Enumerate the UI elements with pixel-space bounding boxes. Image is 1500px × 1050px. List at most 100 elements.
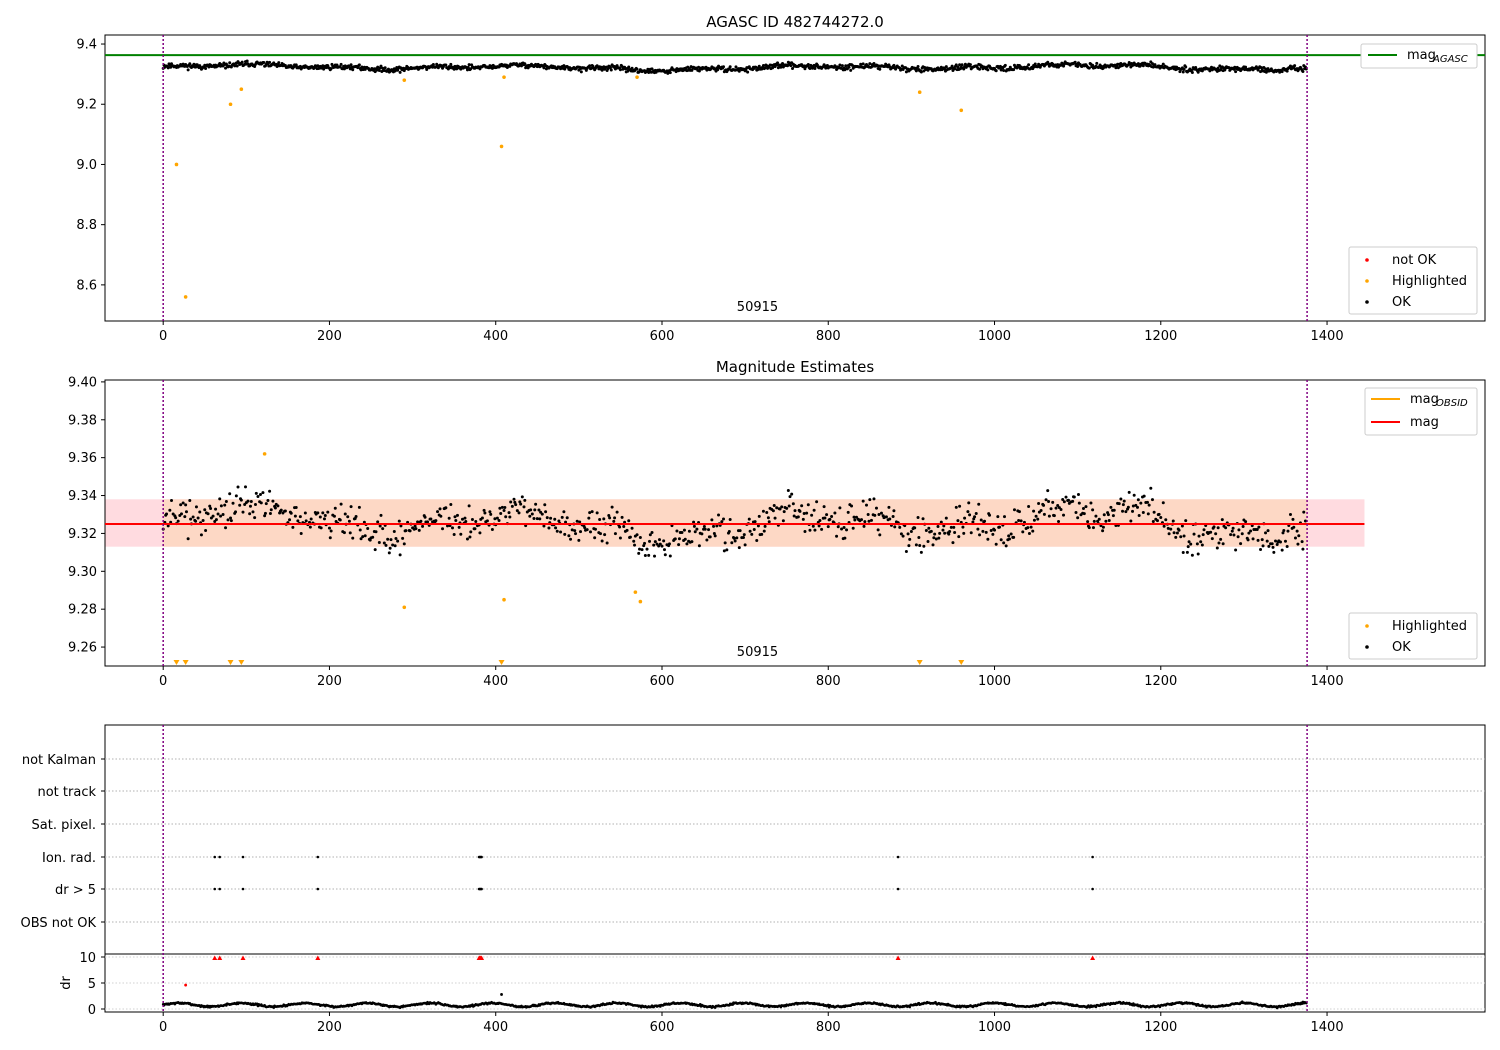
ok-point (781, 61, 785, 65)
ok-point (712, 532, 716, 536)
ok-point (1012, 508, 1016, 512)
ok-point (219, 514, 223, 518)
ok-point (1074, 510, 1078, 514)
ok-point (351, 536, 355, 540)
legend-ok-marker (1365, 300, 1369, 304)
ok-point (191, 515, 195, 519)
ok-point (666, 71, 670, 75)
ok-point (1285, 545, 1289, 549)
ok-point (785, 506, 789, 510)
ok-point (867, 519, 871, 523)
ok-point (585, 528, 589, 532)
ok-point (986, 68, 990, 72)
ok-point (1297, 534, 1301, 538)
ok-point (953, 67, 957, 71)
ok-point (742, 533, 746, 537)
ok-point (680, 531, 684, 535)
ok-point (1264, 531, 1268, 535)
ok-point (914, 543, 918, 547)
panel-1-ytick-label-3: 9.2 (76, 98, 97, 113)
ok-point (253, 516, 257, 520)
ok-point (845, 528, 849, 532)
ok-point (1196, 70, 1200, 74)
ok-point (727, 530, 731, 534)
ok-point (439, 514, 443, 518)
ok-point (1182, 534, 1186, 538)
ok-point (189, 517, 193, 521)
ok-point (667, 542, 671, 546)
ok-point (497, 518, 501, 522)
ok-point (956, 519, 960, 523)
panel-2-xtick-label-2: 400 (483, 674, 508, 689)
ok-point (253, 502, 257, 506)
ok-point (828, 517, 832, 521)
ok-point (326, 510, 330, 514)
ok-point (264, 502, 268, 506)
ok-point (398, 553, 402, 557)
ok-point (643, 541, 647, 545)
ok-point (984, 530, 988, 534)
ok-point (453, 515, 457, 519)
ok-point (658, 542, 662, 546)
ok-point (643, 554, 647, 558)
ok-point (254, 491, 258, 495)
ok-point (530, 512, 534, 516)
ok-point (373, 548, 377, 552)
highlighted-point-9 (959, 108, 964, 113)
ok-point (1190, 70, 1194, 74)
ok-point (480, 516, 484, 520)
ok-point (316, 64, 320, 68)
ok-point (712, 524, 716, 528)
ok-point (192, 62, 196, 66)
ok-point (603, 533, 607, 537)
legend-mag-agasc-subscript: AGASC (1432, 54, 1468, 65)
ok-point (602, 517, 606, 521)
ok-point (645, 547, 649, 551)
clipped-highlighted-marker-5 (916, 660, 923, 665)
panel-2-legend-status: Highlighted OK (1348, 612, 1478, 660)
ok-point (170, 498, 174, 502)
ok-point (256, 494, 260, 498)
ok-point (909, 529, 913, 533)
ok-point (994, 542, 998, 546)
ok-point (1072, 495, 1076, 499)
ok-point (760, 532, 764, 536)
ok-point (861, 62, 865, 66)
ok-point (625, 528, 629, 532)
ok-point (268, 511, 272, 515)
ok-point (929, 529, 933, 533)
ok-point (919, 70, 923, 74)
ok-point (936, 525, 940, 529)
ok-point (687, 529, 691, 533)
ok-point (431, 63, 435, 67)
ok-point (600, 539, 604, 543)
flag-point (213, 887, 217, 891)
panel-1-ytick-label-0: 8.6 (76, 278, 97, 293)
ok-point (1237, 528, 1241, 532)
ok-point (1121, 509, 1125, 513)
ok-point (478, 531, 482, 535)
ok-point (474, 519, 478, 523)
ok-point (360, 65, 364, 69)
flag-point (1091, 887, 1094, 891)
ok-point (674, 70, 678, 74)
ok-point (248, 512, 252, 516)
clipped-highlighted-marker-6 (958, 660, 965, 665)
ok-point (1062, 513, 1066, 517)
ok-point (757, 514, 761, 518)
ok-point (1247, 531, 1251, 535)
panel-3-xtick-label-1: 200 (317, 1020, 342, 1035)
ok-point (377, 68, 381, 72)
ok-point (1167, 532, 1171, 536)
ok-point (836, 525, 840, 529)
panel-2-ok-points (161, 485, 1307, 558)
ok-point (166, 524, 170, 528)
ok-point (741, 535, 745, 539)
ok-point (613, 516, 617, 520)
ok-point (932, 536, 936, 540)
flag-row-label-1: not track (37, 785, 96, 800)
ok-point (1171, 519, 1175, 523)
ok-point (789, 64, 793, 68)
ok-point (542, 66, 546, 70)
ok-point (214, 507, 218, 511)
